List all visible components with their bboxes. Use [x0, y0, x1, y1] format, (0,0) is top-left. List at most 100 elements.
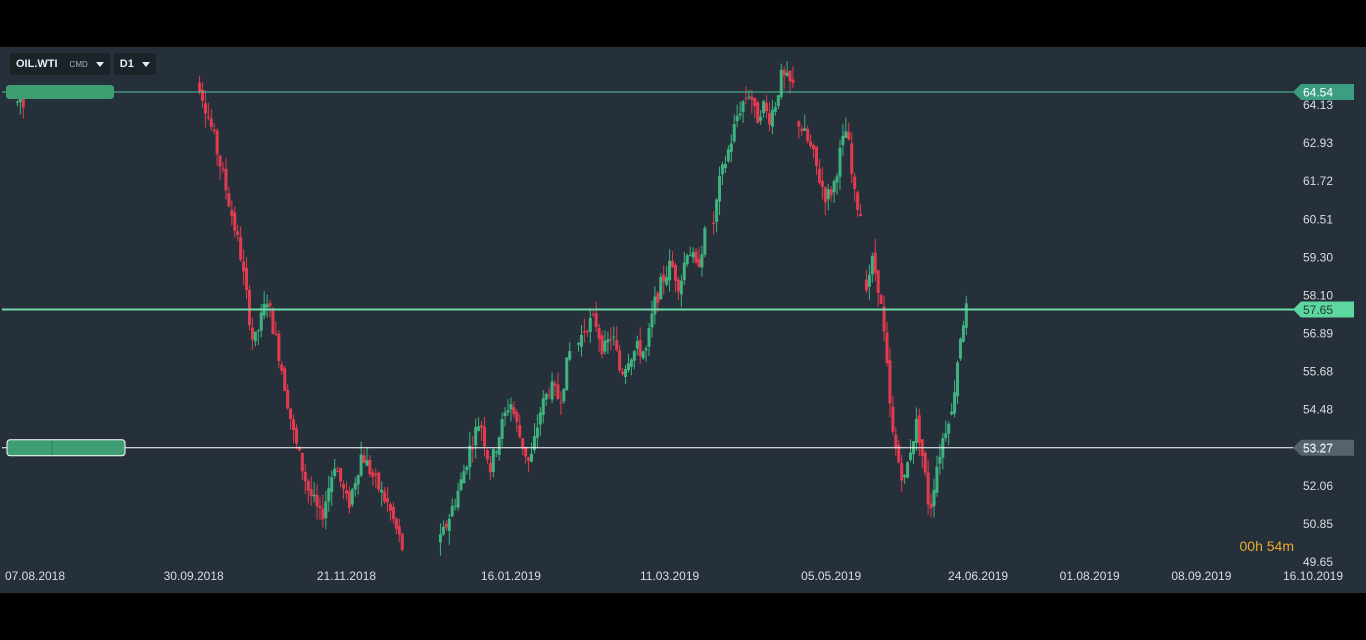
candle-body — [330, 477, 334, 492]
candle-body — [441, 526, 445, 535]
symbol-type-label: CMD — [69, 59, 88, 69]
candle-body — [315, 494, 319, 507]
candle-body — [615, 340, 619, 351]
candle-body — [394, 518, 398, 529]
candle-body — [958, 338, 962, 359]
candle-body — [245, 267, 249, 291]
candle-body — [776, 95, 780, 107]
candle-body — [626, 363, 630, 371]
candle-body — [491, 449, 495, 473]
symbol-selector[interactable]: OIL.WTI CMD — [10, 53, 110, 75]
y-tick-label: 56.89 — [1303, 327, 1333, 341]
candle-body — [368, 459, 372, 475]
candle-body — [480, 425, 484, 428]
candle-body — [371, 472, 375, 477]
candle-body — [374, 473, 378, 475]
candle-body — [909, 452, 913, 460]
countdown-minutes-unit: m — [1282, 538, 1294, 554]
candle-body — [665, 277, 669, 285]
candle-body — [826, 189, 830, 200]
price-chart[interactable]: 64.54 57.65 53.27 64.13 62.93 61.72 60.51 59.30… — [0, 47, 1366, 593]
y-tick-label: 64.13 — [1303, 98, 1333, 112]
candle-body — [388, 504, 392, 511]
candle-body — [21, 95, 25, 108]
candle-body — [750, 96, 754, 100]
candle-body — [380, 489, 384, 493]
y-tick-label: 62.93 — [1303, 136, 1333, 150]
candle-body — [832, 181, 836, 193]
candle-body — [964, 303, 968, 328]
candle-body — [303, 471, 307, 482]
candle-body — [286, 389, 290, 409]
candle-body — [753, 98, 757, 107]
candle-body — [812, 144, 816, 150]
candle-body — [462, 471, 466, 484]
x-tick-label: 16.01.2019 — [481, 569, 541, 583]
candle-body — [280, 364, 284, 371]
candle-body — [823, 187, 827, 203]
candle-body — [532, 436, 536, 451]
candle-body — [606, 339, 610, 343]
candle-body — [585, 331, 589, 333]
candle-body — [324, 501, 328, 519]
candle-body — [506, 410, 510, 413]
candle-body — [953, 392, 957, 414]
candle-body — [568, 350, 572, 360]
candle-body — [879, 295, 883, 304]
timeframe-selector[interactable]: D1 — [113, 53, 156, 75]
candle-body — [289, 408, 293, 420]
candle-body — [553, 383, 557, 386]
candle-body — [635, 341, 639, 349]
candle-body — [206, 116, 210, 118]
candle-body — [312, 494, 316, 497]
candle-body — [914, 418, 918, 443]
candle-body — [638, 340, 642, 357]
candle-body — [215, 130, 219, 155]
candle-body — [703, 228, 707, 255]
y-tick-label: 59.30 — [1303, 250, 1333, 264]
candle-body — [271, 308, 275, 334]
candle-body — [800, 128, 804, 132]
candle-body — [265, 304, 269, 308]
candle-body — [230, 209, 234, 217]
candles — [15, 61, 968, 556]
candle-body — [923, 452, 927, 473]
chevron-down-icon — [95, 61, 104, 67]
candle-body — [956, 362, 960, 397]
candle-body — [591, 314, 595, 316]
candle-body — [577, 343, 581, 345]
candle-body — [527, 457, 531, 462]
candle-body — [450, 505, 454, 517]
candle-body — [242, 261, 246, 272]
candle-body — [891, 406, 895, 432]
symbol-label: OIL.WTI — [16, 58, 58, 70]
candle-body — [770, 109, 774, 127]
candle-body — [300, 452, 304, 472]
candle-body — [712, 222, 716, 225]
candle-body — [935, 466, 939, 493]
chart-area[interactable]: 64.54 57.65 53.27 64.13 62.93 61.72 60.51 59.30… — [0, 47, 1366, 593]
candle-body — [797, 121, 801, 127]
candle-body — [897, 444, 901, 463]
x-tick-label: 16.10.2019 — [1283, 569, 1343, 583]
candle-body — [844, 131, 848, 138]
candle-body — [820, 180, 824, 187]
candle-body — [720, 164, 724, 175]
candle-body — [782, 69, 786, 76]
candle-body — [297, 447, 301, 451]
y-tick-label: 50.85 — [1303, 517, 1333, 531]
candle-body — [906, 462, 910, 478]
candle-body — [870, 256, 874, 275]
candle-body — [809, 141, 813, 147]
candle-body — [612, 336, 616, 338]
candle-body — [556, 384, 560, 399]
candle-body — [629, 359, 633, 367]
candle-body — [541, 398, 545, 416]
candle-body — [765, 102, 769, 112]
candle-body — [856, 192, 860, 210]
candle-body — [873, 252, 877, 274]
candle-body — [773, 107, 777, 112]
candle-body — [18, 96, 22, 103]
candle-body — [791, 79, 795, 84]
candle-body — [679, 280, 683, 295]
